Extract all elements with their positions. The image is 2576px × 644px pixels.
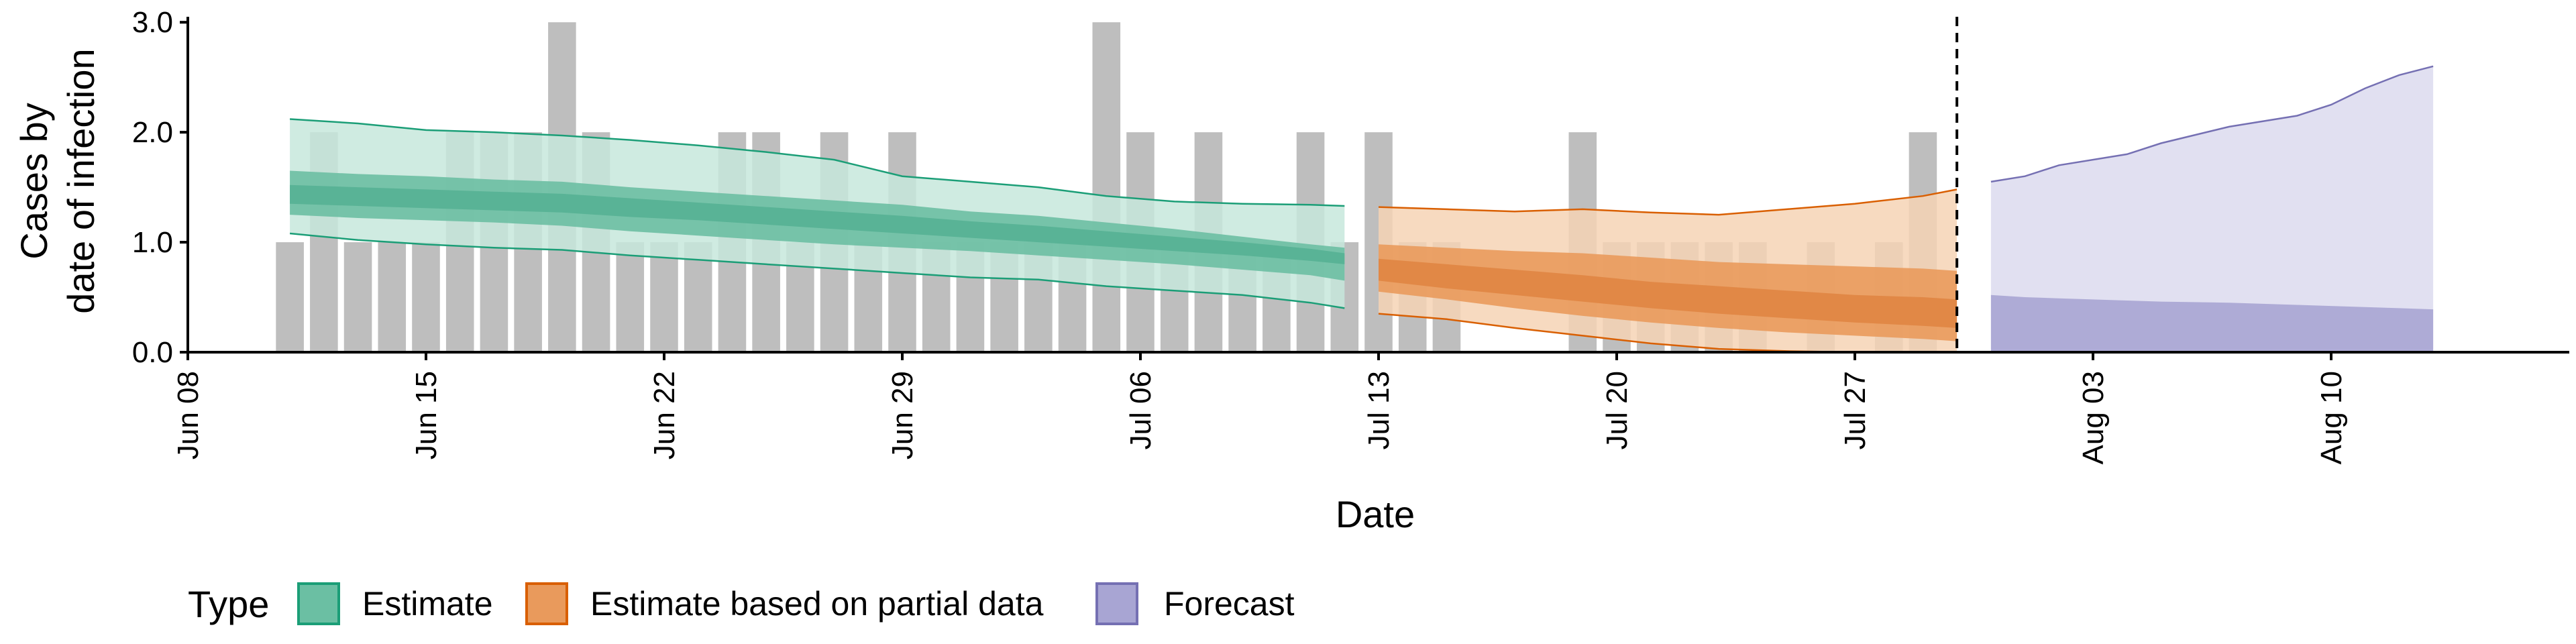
legend: Type Estimate Estimate based on partial … [188, 582, 1295, 625]
legend-label-partial: Estimate based on partial data [590, 585, 1044, 623]
x-tick-label: Jun 08 [172, 371, 205, 460]
y-tick-label: 1.0 [132, 226, 173, 259]
x-axis-ticks: Jun 08 Jun 15 Jun 22 Jun 29 Jul 06 Jul 13 Jul … [172, 352, 2348, 464]
x-tick-label: Jun 15 [410, 371, 443, 460]
legend-label-forecast: Forecast [1164, 585, 1295, 623]
partial-core-band [1379, 258, 1957, 328]
observed-case-bar [378, 242, 407, 352]
estimate-core-band [290, 184, 1345, 264]
x-tick-label: Jun 29 [886, 371, 919, 460]
estimate-bands [289, 65, 2434, 354]
y-axis-title-line-1: Cases by [13, 103, 55, 259]
observed-case-bar [650, 242, 678, 352]
legend-title: Type [188, 583, 269, 625]
observed-case-bar [616, 242, 645, 352]
observed-case-bar [276, 242, 304, 352]
forecast-outer-band [1990, 66, 2434, 353]
estimate-lower-line [289, 232, 1345, 309]
x-tick-label: Jul 20 [1601, 371, 1633, 449]
partial-upper-line [1378, 189, 1957, 216]
legend-key-estimate [297, 582, 340, 625]
x-axis-title: Date [1336, 493, 1415, 535]
observed-case-bar [412, 242, 440, 352]
x-tick-label: Aug 10 [2315, 371, 2348, 464]
x-tick-label: Jul 13 [1362, 371, 1395, 449]
x-tick-label: Aug 03 [2077, 371, 2110, 464]
observed-case-bar [1092, 22, 1121, 353]
x-tick-label: Jul 06 [1124, 371, 1157, 449]
observed-case-bar [343, 242, 372, 352]
legend-key-partial [525, 582, 568, 625]
y-tick-label: 3.0 [132, 6, 173, 39]
x-tick-label: Jun 22 [648, 371, 681, 460]
legend-key-forecast [1095, 582, 1138, 625]
y-axis-ticks: 0.0 1.0 2.0 3.0 [132, 6, 188, 369]
x-tick-label: Jul 27 [1839, 371, 1872, 449]
estimate-upper-line [290, 118, 1345, 207]
y-axis-title-line-2: date of infection [60, 48, 102, 313]
forecast-upper-line [1990, 65, 2434, 183]
y-tick-label: 0.0 [132, 336, 173, 369]
forecast-inner-band [1990, 294, 2434, 352]
y-tick-label: 2.0 [132, 116, 173, 149]
legend-label-estimate: Estimate [362, 585, 493, 623]
